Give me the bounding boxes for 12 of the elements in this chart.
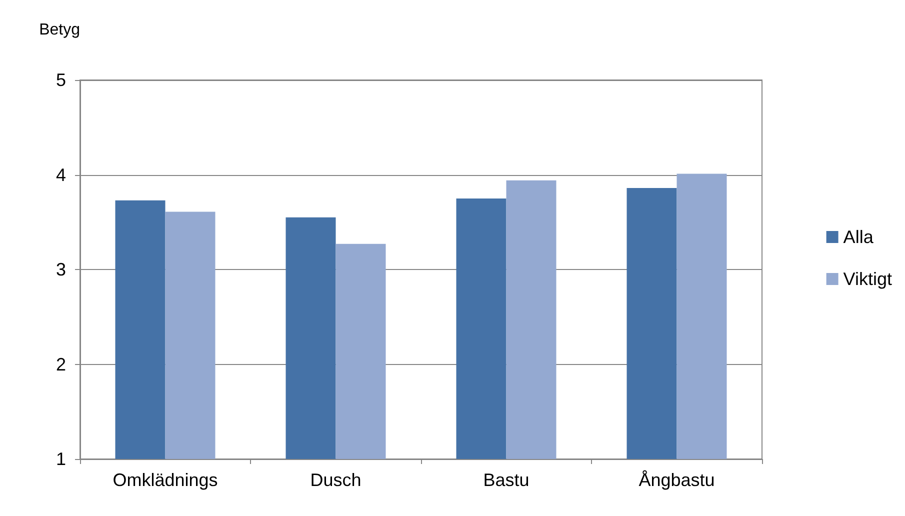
y-axis-title: Betyg	[39, 22, 80, 38]
x-tick-label: Omklädnings	[112, 470, 218, 490]
y-tick-label: 4	[56, 164, 66, 185]
y-tick-label: 3	[56, 260, 66, 280]
x-tick-label: Ångbastu	[638, 470, 715, 490]
x-tick-label: Dusch	[310, 470, 362, 490]
y-tick-label: 5	[56, 70, 66, 90]
y-tick-label: 1	[56, 449, 66, 469]
legend-label: Viktigt	[843, 269, 892, 289]
y-tick-label: 2	[56, 354, 66, 374]
legend-label: Alla	[843, 227, 874, 247]
x-tick-label: Bastu	[483, 470, 530, 490]
